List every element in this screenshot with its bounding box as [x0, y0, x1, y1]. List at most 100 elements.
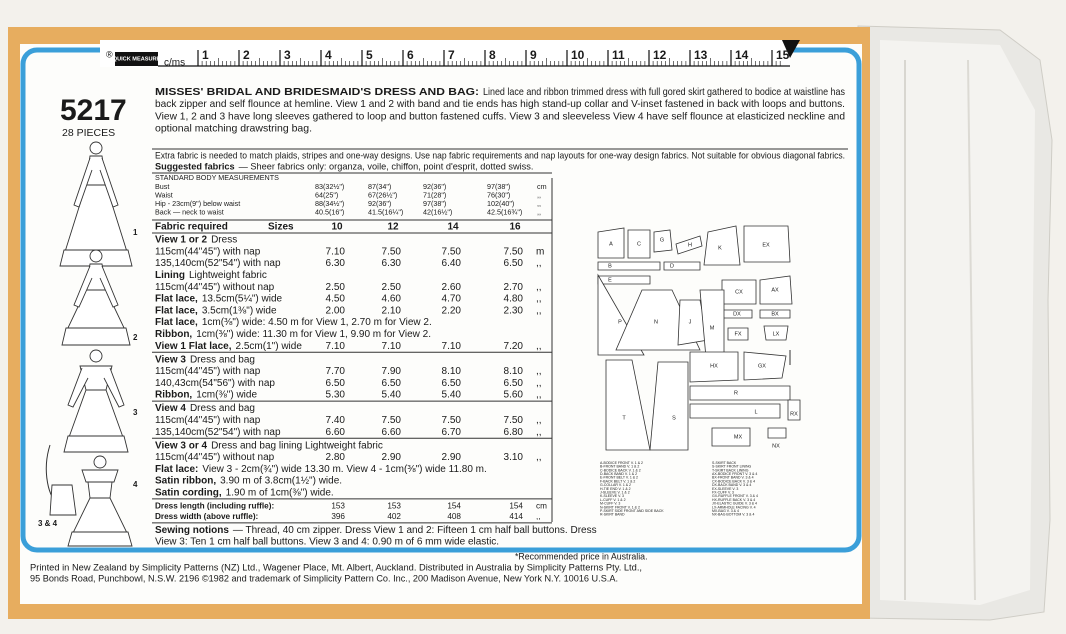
measurement-label: Hip - 23cm(9") below waist — [155, 199, 240, 208]
piece-label: N — [654, 319, 658, 325]
ruler-unit: c/ms — [164, 58, 185, 69]
row-value: 7.10 — [442, 341, 462, 352]
row-lead: Ribbon, — [155, 329, 192, 340]
measurement-value: 97(38") — [423, 199, 446, 208]
piece-legend: R-SKIRT BAND — [600, 513, 625, 517]
piece-label: E — [608, 277, 612, 283]
row-value: 4.80 — [504, 294, 524, 305]
ruler-number: 3 — [284, 48, 291, 62]
figure-head — [89, 349, 103, 363]
row-value: 6.50 — [442, 378, 462, 389]
measurement-unit: cm — [537, 182, 547, 191]
ruler-number: 5 — [366, 48, 373, 62]
view-illustrations — [45, 141, 133, 547]
ruler-number: 11 — [612, 48, 625, 62]
row-text: 1cm(⅜") wide — [196, 390, 257, 401]
pattern-piece — [689, 385, 791, 401]
piece-label: FX — [734, 331, 741, 337]
piece-label: B — [608, 263, 612, 269]
row-text: Dress and bag — [190, 403, 255, 414]
piece-count: 28 PIECES — [62, 127, 115, 139]
ruler-number: 8 — [489, 48, 496, 62]
row-text: 1cm(⅜") wide: 4.50 m for View 1, 2.70 m … — [202, 317, 432, 328]
row-text: 115cm(44"45") without nap — [155, 452, 275, 463]
piece-legend: BX-FRONT BAND V. 3 & 4 — [712, 476, 754, 480]
row-lead: Dress length (including ruffle): — [155, 502, 274, 511]
figure-head — [89, 249, 103, 263]
row-lead: Flat lace, — [155, 305, 198, 316]
piece-label: MX — [734, 434, 743, 440]
row-value: 2.50 — [326, 282, 346, 293]
row-value: 2.00 — [326, 305, 346, 316]
row-value: 7.10 — [382, 341, 402, 352]
piece-legend: J-SLEEVE V. 1 & 2 — [600, 491, 630, 495]
pattern-piece — [627, 229, 651, 259]
pattern-piece — [689, 351, 739, 383]
figure-flounce — [61, 327, 131, 346]
view-number: 4 — [133, 480, 138, 489]
title: MISSES' BRIDAL AND BRIDESMAID'S DRESS AN… — [155, 86, 479, 98]
piece-label: HX — [710, 363, 718, 369]
row-text: Lightweight fabric — [189, 270, 267, 281]
row-value: 7.50 — [504, 246, 524, 257]
row-text: 115cm(44"45") with nap — [155, 415, 261, 426]
row-unit: ,, — [536, 258, 542, 269]
ruler-brand-box — [115, 52, 158, 66]
piece-label: J — [689, 319, 692, 325]
pattern-number: 5217 — [60, 94, 127, 127]
bag — [49, 484, 77, 516]
row-lead: View 3 — [155, 354, 186, 365]
row-value: 6.50 — [326, 378, 346, 389]
pattern-piece — [663, 261, 701, 271]
row-value: 7.50 — [382, 415, 402, 426]
footer-line: 95 Bonds Road, Punchbowl, N.S.W. 2196 ©1… — [30, 573, 618, 583]
ruler-number: 13 — [694, 48, 708, 62]
row-text: 135,140cm(52"54") with nap — [155, 427, 281, 438]
row-lead: Flat lace, — [155, 317, 198, 328]
piece-legend: EX-SLEEVE V. 3 — [712, 487, 738, 491]
pattern-piece — [597, 227, 625, 259]
price-note: *Recommended price in Australia. — [515, 551, 648, 561]
measurement-value: 67(26½") — [368, 191, 397, 200]
notions-label: Sewing notions — [155, 525, 229, 536]
size: 10 — [331, 222, 343, 233]
row-lead: Dress width (above ruffle): — [155, 512, 258, 521]
registered-mark: ® — [106, 49, 113, 59]
suggested-label: Suggested fabrics — [155, 161, 235, 171]
row-value: 7.20 — [504, 341, 524, 352]
pattern-piece — [689, 403, 781, 419]
row-text: View 3 - 2cm(¾") wide 13.30 m. View 4 - … — [202, 464, 486, 475]
ruler-number: 14 — [735, 48, 749, 62]
row-value: 6.40 — [442, 258, 462, 269]
extra-fabric-note: Extra fabric is needed to match plaids, … — [155, 150, 845, 160]
row-value: 2.90 — [382, 452, 402, 463]
piece-legend: L-CUFF V. 1 & 2 — [600, 498, 626, 502]
row-text: Dress and bag — [190, 354, 255, 365]
piece-legend: A-BODICE FRONT V. 1 & 2 — [600, 461, 643, 465]
row-value: 4.60 — [382, 294, 402, 305]
pattern-piece — [703, 225, 741, 266]
description: back zipper and self flounce at hemline.… — [155, 98, 845, 110]
row-value: 5.60 — [504, 390, 524, 401]
row-value: 396 — [331, 512, 345, 521]
pattern-piece — [759, 309, 791, 319]
size: 16 — [509, 222, 521, 233]
piece-legend: GX-RUFFLE FRONT V. 3 & 4 — [712, 494, 758, 498]
description: View 1, 2 and 3 have long sleeves gather… — [155, 110, 845, 122]
row-text: Dress — [211, 235, 237, 246]
measurements-title: STANDARD BODY MEASUREMENTS — [155, 173, 279, 182]
piece-legend: D-BACK BAND V. 1 & 2 — [600, 472, 637, 476]
row-lead: Ribbon, — [155, 390, 192, 401]
row-value: 408 — [447, 512, 461, 521]
size: 14 — [447, 222, 459, 233]
row-text: 115cm(44"45") with nap — [155, 366, 261, 377]
piece-label: D — [670, 263, 674, 269]
piece-legend: N-SKIRT FRONT V. 1 & 2 — [600, 505, 640, 509]
piece-legend: C-BODICE BACK V. 1 & 2 — [600, 468, 641, 472]
row-lead: Flat lace: — [155, 464, 198, 475]
measurement-value: 64(25") — [315, 191, 338, 200]
piece-label: T — [622, 415, 626, 421]
pattern-piece — [743, 225, 791, 263]
row-value: 154 — [509, 502, 523, 511]
pattern-piece — [763, 325, 789, 341]
